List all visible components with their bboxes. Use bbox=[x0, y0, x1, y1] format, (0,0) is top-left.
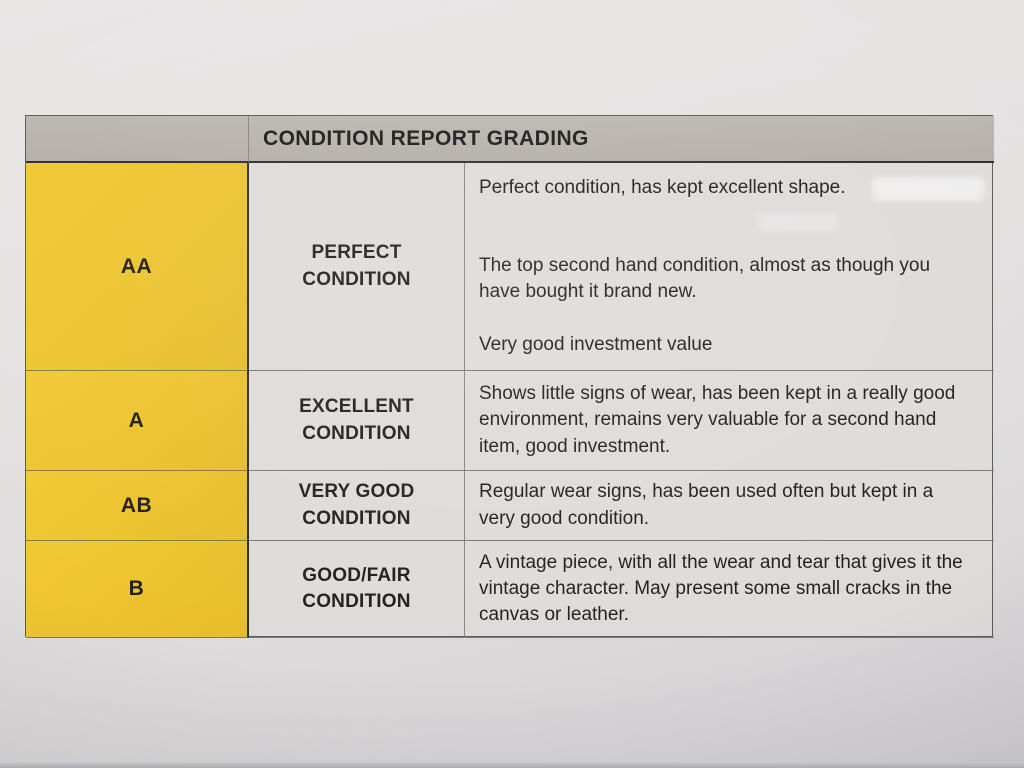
condition-name-good-fair: GOOD/FAIR CONDITION bbox=[249, 541, 465, 638]
description-paragraph: The top second hand condition, almost as… bbox=[479, 255, 931, 303]
grade-cell-aa: AA bbox=[26, 163, 249, 371]
condition-name-very-good: VERY GOOD CONDITION bbox=[249, 471, 465, 541]
description-paragraph: Regular wear signs, has been used often … bbox=[479, 481, 934, 529]
description-cell-aa: Perfect condition, has kept excellent sh… bbox=[465, 163, 994, 371]
grade-cell-ab: AB bbox=[26, 471, 249, 541]
condition-name-excellent: EXCELLENT CONDITION bbox=[249, 371, 465, 471]
description-cell-a: Shows little signs of wear, has been kep… bbox=[465, 371, 994, 471]
description-paragraph: A vintage piece, with all the wear and t… bbox=[479, 551, 963, 626]
condition-name-perfect: PERFECT CONDITION bbox=[249, 163, 465, 371]
description-cell-b: A vintage piece, with all the wear and t… bbox=[465, 541, 994, 638]
photo-bottom-edge bbox=[0, 762, 1024, 768]
description-paragraph: Very good investment value bbox=[479, 333, 713, 355]
condition-grading-table: CONDITION REPORT GRADING AA PERFECT COND… bbox=[25, 115, 994, 638]
description-paragraph: Shows little signs of wear, has been kep… bbox=[479, 383, 956, 457]
description-paragraph: Perfect condition, has kept excellent sh… bbox=[479, 177, 846, 198]
header-grade-spacer-cell bbox=[26, 116, 249, 163]
description-cell-ab: Regular wear signs, has been used often … bbox=[465, 471, 994, 541]
grade-cell-a: A bbox=[26, 371, 249, 471]
table-title: CONDITION REPORT GRADING bbox=[249, 116, 994, 163]
grade-cell-b: B bbox=[26, 541, 249, 638]
